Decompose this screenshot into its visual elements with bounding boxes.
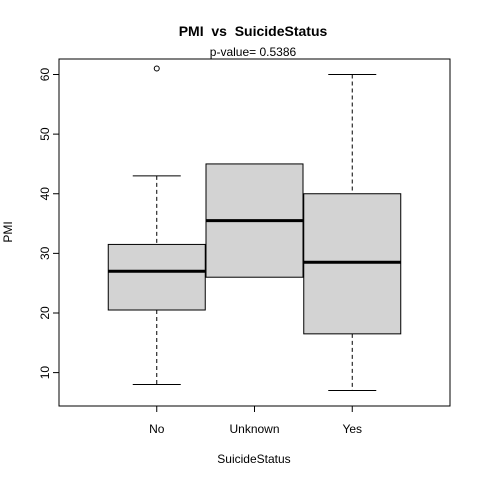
y-tick-label: 20 (38, 306, 52, 320)
y-tick-label: 30 (38, 246, 52, 260)
x-tick-label: Unknown (229, 422, 279, 436)
x-axis-label: SuicideStatus (217, 452, 290, 466)
y-tick-label: 40 (38, 187, 52, 201)
y-tick-label: 10 (38, 366, 52, 380)
x-tick-label: Yes (342, 422, 362, 436)
y-tick-label: 60 (38, 68, 52, 82)
chart-subtitle: p-value= 0.5386 (210, 45, 297, 59)
y-axis-label: PMI (1, 221, 15, 242)
plot-frame (58, 58, 451, 407)
box-no (107, 243, 206, 311)
y-tick-label: 50 (38, 127, 52, 141)
chart-title: PMI vs SuicideStatus (179, 23, 328, 39)
x-tick-label: No (149, 422, 165, 436)
outlier-point (153, 65, 160, 72)
